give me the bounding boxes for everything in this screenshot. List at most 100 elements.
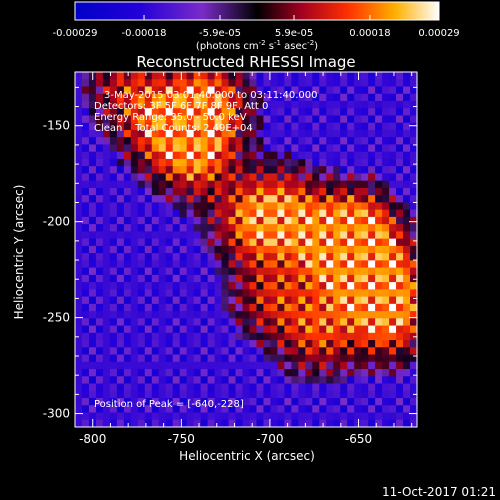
heatmap-cell (347, 383, 355, 392)
heatmap-cell (410, 195, 417, 203)
heatmap-cell (137, 158, 146, 167)
heatmap-cell (284, 376, 292, 385)
heatmap-cell (144, 289, 153, 298)
heatmap-cell (95, 405, 104, 414)
heatmap-cell (403, 115, 411, 124)
heatmap-cell (312, 340, 320, 348)
colorbar-tick-label: 5.9e-05 (275, 28, 313, 39)
heatmap-cell (270, 79, 279, 88)
heatmap-cell (214, 340, 223, 348)
heatmap-cell (340, 216, 348, 225)
heatmap-cell (361, 202, 369, 211)
heatmap-cell (116, 166, 125, 175)
heatmap-cell (116, 224, 125, 232)
heatmap-cell (249, 325, 258, 334)
heatmap-cell (284, 79, 292, 88)
heatmap-cell (88, 325, 97, 334)
heatmap-cell (221, 115, 230, 124)
heatmap-cell (172, 100, 181, 109)
heatmap-cell (109, 398, 118, 406)
heatmap-cell (361, 419, 369, 427)
heatmap-cell (375, 108, 383, 117)
heatmap-cell (396, 289, 404, 298)
annotation-peak-position: Position of Peak = [-640,-228] (94, 399, 244, 410)
heatmap-cell (333, 289, 341, 298)
heatmap-cell (172, 216, 181, 225)
heatmap-cell (242, 325, 251, 334)
heatmap-cell (221, 419, 230, 427)
heatmap-cell (403, 369, 411, 377)
heatmap-cell (193, 158, 202, 167)
heatmap-cell (214, 180, 223, 189)
heatmap-cell (165, 151, 174, 160)
heatmap-cell (186, 122, 195, 131)
heatmap-cell (221, 180, 230, 189)
heatmap-cell (410, 122, 417, 131)
heatmap-cell (354, 354, 362, 363)
heatmap-cell (263, 274, 272, 283)
heatmap-cell (221, 209, 230, 218)
heatmap-cell (221, 86, 230, 95)
heatmap-cell (333, 158, 341, 167)
heatmap-cell (368, 347, 376, 356)
heatmap-cell (389, 137, 397, 146)
heatmap-cell (165, 224, 174, 232)
heatmap-cell (298, 108, 306, 117)
heatmap-cell (312, 274, 320, 283)
heatmap-cell (228, 216, 237, 225)
heatmap-cell (249, 137, 258, 146)
heatmap-cell (249, 376, 258, 385)
heatmap-cell (277, 419, 285, 427)
heatmap-cell (263, 173, 272, 182)
heatmap-cell (228, 108, 237, 117)
heatmap-cell (375, 158, 383, 167)
heatmap-cell (368, 129, 376, 138)
heatmap-cell (354, 187, 362, 196)
heatmap-cell (396, 354, 404, 363)
heatmap-cell (298, 158, 306, 167)
heatmap-cell (186, 151, 195, 160)
heatmap-cell (298, 376, 306, 385)
heatmap-cell (207, 296, 216, 305)
heatmap-cell (214, 122, 223, 131)
heatmap-cell (242, 144, 251, 153)
heatmap-cell (277, 332, 285, 341)
heatmap-cell (179, 231, 188, 240)
heatmap-cell (200, 180, 209, 189)
heatmap-cell (361, 173, 369, 182)
heatmap-cell (319, 216, 327, 225)
heatmap-cell (75, 122, 83, 131)
heatmap-cell (116, 115, 125, 124)
heatmap-cell (123, 224, 132, 232)
heatmap-cell (102, 108, 111, 117)
heatmap-cell (172, 398, 181, 406)
heatmap-cell (109, 72, 118, 80)
heatmap-cell (256, 267, 265, 276)
heatmap-cell (144, 108, 153, 117)
heatmap-cell (228, 238, 237, 247)
heatmap-cell (312, 180, 320, 189)
heatmap-cell (410, 238, 417, 247)
heatmap-cell (137, 173, 146, 182)
heatmap-cell (312, 137, 320, 146)
heatmap-cell (200, 303, 209, 312)
heatmap-cell (242, 216, 251, 225)
heatmap-cell (354, 86, 362, 95)
heatmap-cell (109, 238, 118, 247)
heatmap-cell (382, 405, 390, 414)
heatmap-cell (305, 129, 313, 138)
heatmap-cell (172, 412, 181, 421)
heatmap-cell (228, 202, 237, 211)
heatmap-cell (123, 108, 132, 117)
heatmap-cell (368, 412, 376, 421)
heatmap-cell (109, 231, 118, 240)
heatmap-cell (151, 144, 160, 153)
heatmap-cell (75, 108, 83, 117)
heatmap-cell (368, 108, 376, 117)
heatmap-cell (368, 325, 376, 334)
heatmap-cell (235, 340, 244, 348)
heatmap-cell (75, 369, 83, 377)
heatmap-cell (95, 129, 104, 138)
heatmap-cell (165, 216, 174, 225)
heatmap-cell (116, 318, 125, 327)
